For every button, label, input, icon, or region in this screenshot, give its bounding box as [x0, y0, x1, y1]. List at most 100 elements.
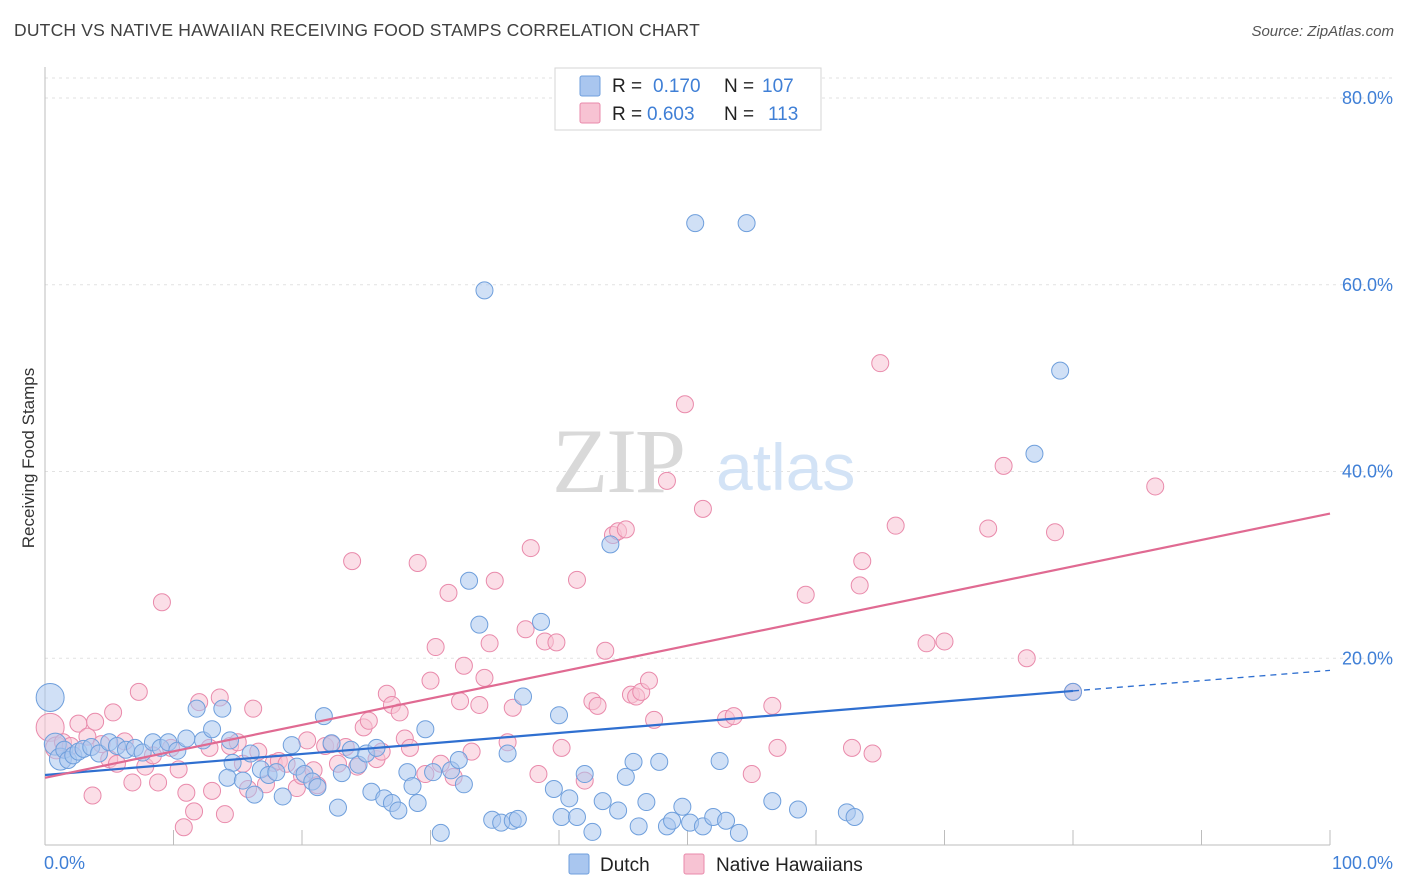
legend: R = 0.170 N = 107 R = 0.603 N = 113 — [554, 67, 822, 131]
dutch-point — [416, 720, 435, 739]
bottom-legend-label-dutch: Dutch — [600, 855, 650, 876]
native-hawaiians-point — [149, 773, 168, 792]
dutch-point — [308, 778, 327, 797]
dutch-point — [508, 809, 527, 828]
native-hawaiians-point — [853, 552, 872, 571]
dutch-point — [460, 571, 479, 590]
native-hawaiians-point — [462, 742, 481, 761]
native-hawaiians-point — [480, 634, 499, 653]
bottom-legend-swatch-native-hawaiians — [683, 853, 705, 875]
y-axis-label: Receiving Food Stamps — [19, 368, 38, 548]
legend-r-value-native-hawaiians: 0.603 — [647, 104, 695, 125]
dutch-point — [686, 214, 705, 233]
chart-title: DUTCH VS NATIVE HAWAIIAN RECEIVING FOOD … — [14, 20, 700, 40]
legend-swatch-native-hawaiians — [579, 102, 601, 124]
dutch-point — [273, 787, 292, 806]
legend-r-value-dutch: 0.170 — [653, 76, 701, 97]
tick-labels: 20.0% 40.0% 60.0% 80.0% 0.0% 100.0% — [44, 88, 1393, 873]
trend-line-dutch-extension — [1072, 669, 1331, 692]
native-hawaiians-point — [842, 738, 861, 757]
native-hawaiians-point — [215, 805, 234, 824]
axes — [44, 67, 1331, 846]
dutch-point — [223, 753, 242, 772]
legend-r-label-dutch: R = — [612, 76, 642, 97]
dutch-point — [1051, 361, 1070, 380]
dutch-point — [601, 535, 620, 554]
dutch-point — [424, 763, 443, 782]
native-hawaiians-point — [567, 570, 586, 589]
trend-line-native-hawaiians — [44, 512, 1331, 779]
native-hawaiians-point — [657, 471, 676, 490]
dutch-point — [431, 823, 450, 842]
native-hawaiians-point — [529, 765, 548, 784]
native-hawaiians-point — [454, 656, 473, 675]
dutch-point — [763, 792, 782, 811]
native-hawaiians-point — [174, 818, 193, 837]
dutch-point — [637, 793, 656, 812]
dutch-point — [544, 779, 563, 798]
native-hawaiians-point — [1017, 649, 1036, 668]
dutch-point — [213, 699, 232, 718]
native-hawaiians-point — [503, 698, 522, 717]
dutch-point — [203, 720, 222, 739]
dutch-point — [609, 801, 628, 820]
native-hawaiians-point — [177, 783, 196, 802]
dutch-point — [245, 785, 264, 804]
dutch-point — [552, 807, 571, 826]
native-hawaiians-point — [863, 744, 882, 763]
dutch-point — [218, 768, 237, 787]
dutch-point — [560, 789, 579, 808]
native-hawaiians-point — [298, 731, 317, 750]
native-hawaiians-point — [451, 692, 470, 711]
native-hawaiians-point — [596, 641, 615, 660]
native-hawaiians-point — [724, 707, 743, 726]
dutch-point — [673, 797, 692, 816]
dutch-point — [575, 765, 594, 784]
dutch-point — [498, 744, 517, 763]
dutch-point — [332, 764, 351, 783]
native-hawaiians-point — [426, 638, 445, 657]
native-hawaiians-point — [359, 711, 378, 730]
grid-lines — [45, 77, 1392, 659]
bottom-legend: Dutch Native Hawaiians — [568, 853, 863, 876]
native-hawaiians-point — [886, 516, 905, 535]
native-hawaiians-point — [693, 499, 712, 518]
dutch-point — [532, 612, 551, 631]
native-hawaiians-point — [129, 682, 148, 701]
watermark: ZIP atlas — [552, 410, 855, 512]
native-hawaiians-point — [1046, 523, 1065, 542]
dutch-point — [408, 793, 427, 812]
dutch-point — [789, 800, 808, 819]
native-hawaiians-point — [552, 738, 571, 757]
native-hawaiians-point — [768, 738, 787, 757]
native-hawaiians-point — [850, 576, 869, 595]
x-tick-label: 100.0% — [1332, 853, 1393, 873]
native-hawaiians-point — [917, 634, 936, 653]
legend-n-value-native-hawaiians: 113 — [768, 104, 798, 125]
bottom-legend-label-native-hawaiians: Native Hawaiians — [716, 855, 863, 876]
series-dutch — [35, 214, 1082, 842]
native-hawaiians-point — [994, 456, 1013, 475]
legend-r-label-native-hawaiians: R = — [612, 104, 642, 125]
dutch-point — [624, 752, 643, 771]
dutch-point — [328, 798, 347, 817]
dutch-point — [550, 706, 568, 725]
dutch-point — [729, 823, 748, 842]
watermark-atlas: atlas — [716, 430, 855, 504]
legend-swatch-dutch — [579, 75, 601, 97]
dutch-point — [567, 807, 586, 826]
dutch-point — [737, 214, 756, 233]
native-hawaiians-point — [675, 395, 694, 414]
y-tick-label: 60.0% — [1342, 275, 1393, 295]
dutch-point — [403, 777, 422, 796]
dutch-point — [233, 771, 252, 790]
native-hawaiians-point — [83, 786, 102, 805]
watermark-zip: ZIP — [552, 410, 684, 512]
native-hawaiians-point — [343, 552, 362, 571]
native-hawaiians-point — [104, 703, 123, 722]
trend-line-dutch — [44, 689, 1074, 777]
dutch-point — [177, 729, 196, 748]
y-tick-label: 80.0% — [1342, 88, 1393, 108]
native-hawaiians-point — [516, 620, 535, 639]
native-hawaiians-point — [203, 781, 222, 800]
